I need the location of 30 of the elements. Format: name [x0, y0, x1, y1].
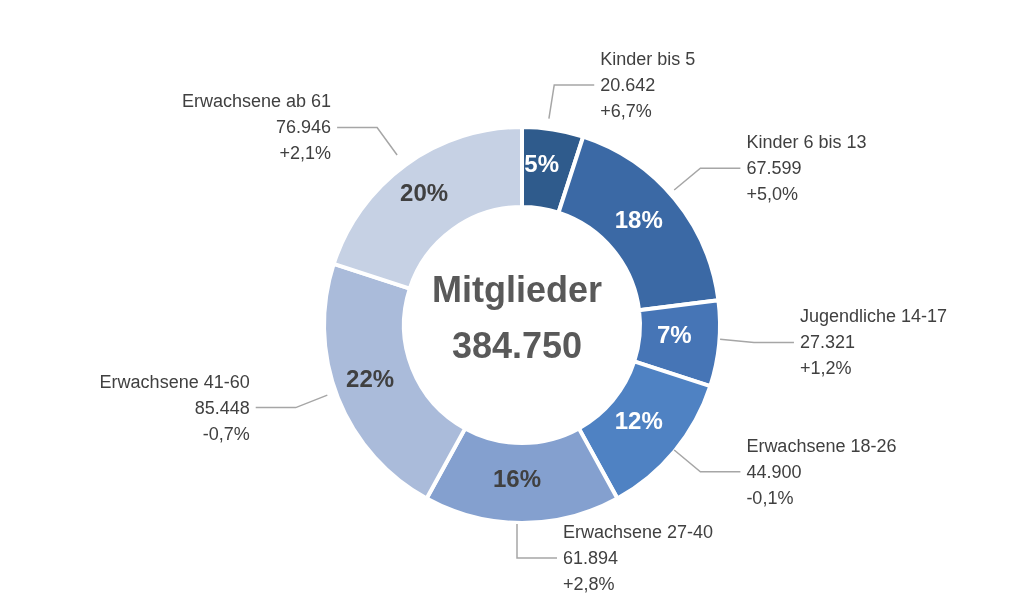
- slice-label: Erwachsene ab 61: [182, 91, 332, 112]
- text: +6,7%: [600, 100, 652, 121]
- text: 67.599: [746, 158, 802, 179]
- slice-label: Erwachsene 18-26: [746, 435, 897, 456]
- text: 85.448: [194, 397, 250, 418]
- text: Mitglieder: [431, 268, 603, 312]
- text: 44.900: [746, 461, 802, 482]
- data-label: 20%: [400, 178, 449, 206]
- data-label: 18%: [614, 205, 663, 233]
- slice-label: Jugendliche 14-17: [799, 306, 948, 327]
- text: 76.946: [276, 117, 332, 138]
- text: -0,7%: [202, 423, 250, 444]
- text: 20.642: [600, 74, 656, 95]
- data-label: 12%: [614, 407, 663, 435]
- data-label: 5%: [524, 150, 560, 178]
- text: -0,1%: [746, 487, 794, 508]
- text: +2,1%: [279, 143, 332, 164]
- text: +2,8%: [563, 574, 615, 594]
- slice-label: Kinder bis 5: [600, 48, 696, 69]
- text: 61.894: [563, 548, 619, 568]
- text: 384.750: [450, 324, 584, 368]
- slice-label: Kinder 6 bis 13: [746, 132, 867, 153]
- text: +1,2%: [799, 358, 852, 379]
- text: 27.321: [799, 332, 856, 353]
- data-label: 7%: [656, 321, 692, 349]
- data-label: 16%: [492, 464, 542, 492]
- slice-label: Erwachsene 41-60: [99, 371, 250, 392]
- slice-label: Erwachsene 27-40: [563, 522, 714, 542]
- data-label: 22%: [346, 364, 395, 392]
- text: +5,0%: [746, 184, 798, 205]
